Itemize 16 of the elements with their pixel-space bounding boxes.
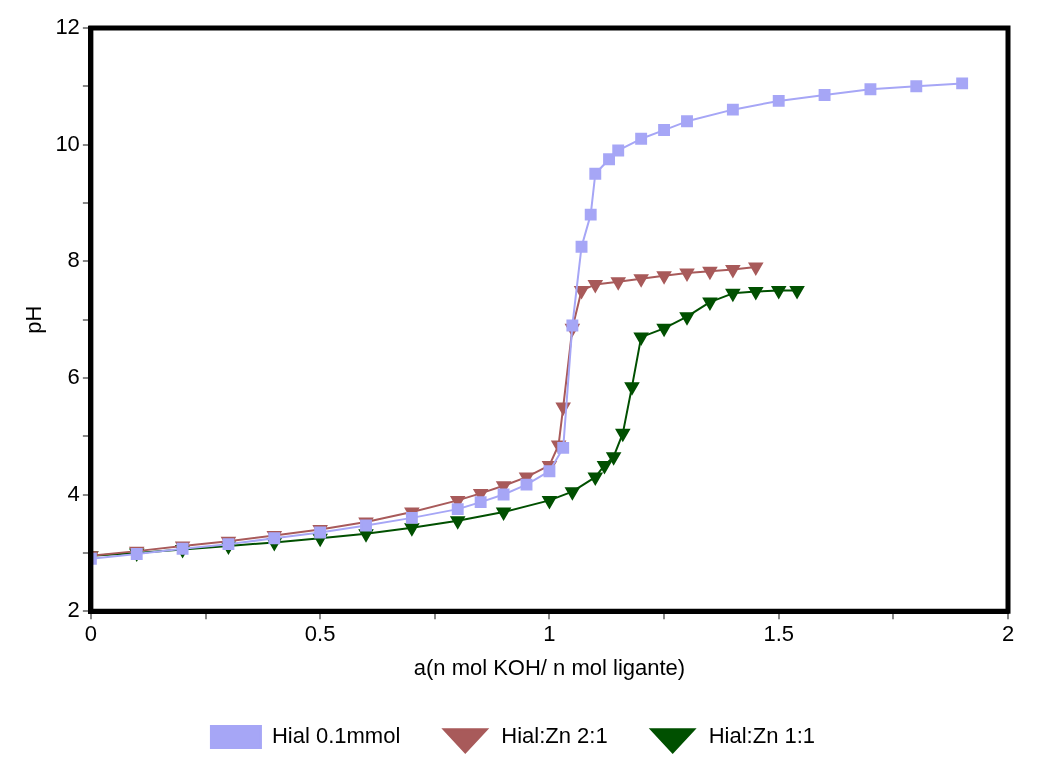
y-tick-label: 6	[67, 363, 80, 389]
x-axis-title: a(n mol KOH/ n mol ligante)	[413, 654, 686, 680]
x-tick-label: 2	[1001, 621, 1015, 647]
y-axis-title: pH	[21, 305, 47, 334]
y-tick-label: 2	[67, 597, 80, 623]
y-tick-label: 4	[67, 480, 80, 506]
x-tick-label: 0.5	[304, 621, 336, 647]
legend-label: Hial:Zn 1:1	[708, 723, 816, 749]
legend-label: Hial:Zn 2:1	[501, 723, 608, 749]
y-tick-label: 8	[67, 247, 80, 273]
x-tick-label: 1.5	[763, 621, 795, 647]
x-tick-label: 0	[84, 621, 97, 647]
y-tick-label: 10	[55, 130, 80, 156]
x-tick-label: 1	[543, 621, 556, 647]
y-tick-label: 12	[55, 14, 80, 40]
legend-label: Hial 0.1mmol	[271, 723, 401, 749]
